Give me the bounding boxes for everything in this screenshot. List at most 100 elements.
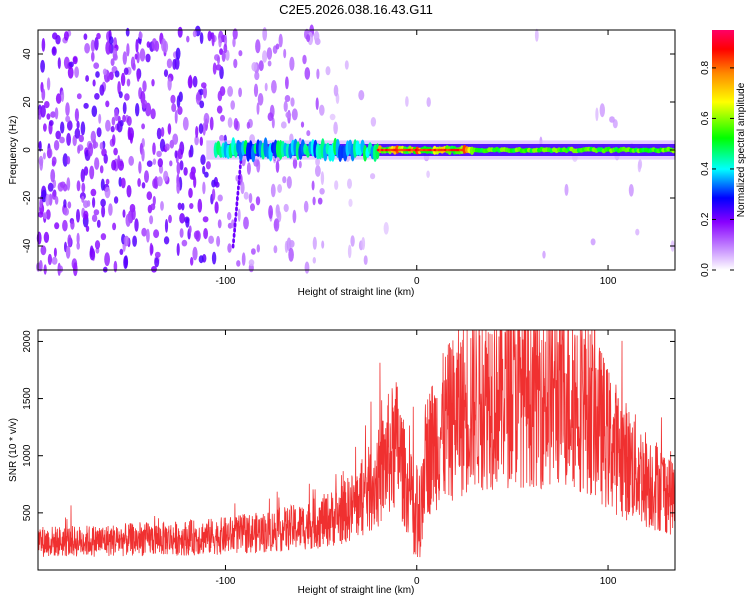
heatmap-cell (59, 136, 65, 144)
heatmap-cell (164, 143, 170, 151)
heatmap-cell (108, 203, 113, 216)
heatmap-cell (183, 167, 188, 176)
heatmap-cell (315, 165, 321, 177)
heatmap-cell (103, 153, 108, 164)
heatmap-cell (96, 127, 102, 138)
heatmap-cell (273, 219, 278, 229)
heatmap-cell (65, 102, 70, 117)
heatmap-cell (174, 110, 178, 124)
heatmap-cell (270, 183, 276, 198)
heatmap-cell (146, 228, 150, 243)
heatmap-cell (47, 253, 53, 266)
snr-panel: -100 0 100 500 1000 1500 2000 Height of straig… (8, 329, 676, 596)
heatmap-cell (333, 121, 338, 135)
heatmap-streak-cell (235, 206, 238, 212)
heatmap-cell (99, 142, 104, 150)
heatmap-cell (108, 36, 114, 45)
heatmap-cell (169, 160, 173, 167)
heatmap-cell (217, 90, 223, 102)
heatmap-cell (255, 39, 261, 54)
heatmap-cell (194, 135, 199, 146)
heatmap-cell (131, 208, 136, 220)
heatmap-cell (81, 182, 86, 193)
heatmap-cell (167, 123, 172, 135)
heatmap-cell (160, 127, 165, 137)
heatmap-cell (212, 62, 217, 75)
heatmap-ytick-label: 40 (22, 48, 33, 60)
heatmap-cell (102, 68, 107, 76)
heatmap-cell (195, 91, 202, 105)
heatmap-cell (172, 58, 177, 70)
heatmap-cell (192, 75, 198, 88)
heatmap-cell (211, 179, 216, 188)
heatmap-cell (198, 255, 204, 264)
heatmap-xtick-label: -100 (215, 276, 235, 287)
heatmap-streak-cell (232, 238, 236, 244)
heatmap-cell (216, 235, 221, 247)
heatmap-cell (370, 117, 377, 127)
heatmap-cell (149, 215, 154, 225)
heatmap-cell (80, 121, 86, 136)
heatmap-cell (160, 201, 164, 211)
heatmap-cell (51, 160, 56, 167)
heatmap-cell (237, 208, 241, 222)
heatmap-cell (151, 79, 155, 87)
heatmap-cell (264, 82, 268, 92)
heatmap-ylabel: Frequency (Hz) (8, 116, 19, 185)
heatmap-cell (152, 142, 156, 155)
heatmap-cell (241, 252, 246, 266)
heatmap-cell (171, 103, 177, 113)
heatmap-cell (145, 53, 151, 63)
heatmap-cell (275, 160, 280, 173)
colorbar-tick-label: 0.6 (700, 111, 711, 125)
heatmap-streak-cell (234, 211, 238, 217)
heatmap-streak-cell (237, 174, 241, 180)
heatmap-cell (100, 233, 107, 241)
heatmap-cell (130, 56, 136, 70)
heatmap-cell (154, 251, 161, 258)
heatmap-cell (182, 116, 189, 131)
heatmap-cell (95, 71, 100, 78)
heatmap-cell (303, 200, 309, 213)
heatmap-cell (152, 158, 157, 165)
heatmap-cell (126, 43, 130, 57)
heatmap-cell (141, 99, 148, 109)
heatmap-cell (235, 175, 239, 182)
heatmap-cell (99, 84, 105, 96)
heatmap-cell (144, 170, 149, 183)
heatmap-cell (132, 235, 138, 247)
heatmap-cell (176, 243, 180, 256)
heatmap-cell (361, 237, 366, 250)
heatmap-cell (163, 170, 169, 182)
heatmap-cell (202, 181, 206, 195)
heatmap-cell (46, 147, 53, 159)
heatmap-cell (214, 181, 220, 188)
heatmap-cell (112, 222, 117, 231)
heatmap-cell (67, 120, 73, 131)
heatmap-cell (313, 30, 320, 43)
heatmap-cell (139, 48, 146, 62)
heatmap-cell (254, 71, 260, 81)
heatmap-cell (215, 64, 222, 71)
heatmap-cell (164, 219, 169, 233)
heatmap-cell (43, 231, 50, 243)
heatmap-cell (67, 201, 72, 209)
heatmap-cell (221, 50, 226, 63)
heatmap-cell (46, 77, 51, 91)
heatmap-cell (47, 182, 54, 192)
heatmap-cell (141, 123, 146, 130)
heatmap-cell (258, 60, 264, 72)
heatmap-cell (135, 39, 139, 53)
snr-xtick-label: 0 (414, 576, 420, 587)
heatmap-cell (186, 35, 190, 43)
heatmap-cell (292, 209, 297, 224)
heatmap-cell (628, 184, 634, 197)
heatmap-cell (256, 102, 260, 115)
heatmap-cell (280, 121, 287, 129)
heatmap-cell (202, 86, 207, 99)
heatmap-cell (94, 93, 100, 100)
heatmap-cell (91, 51, 95, 62)
heatmap-cell (232, 37, 236, 48)
heatmap-cell (53, 247, 57, 258)
heatmap-cell (113, 196, 119, 204)
